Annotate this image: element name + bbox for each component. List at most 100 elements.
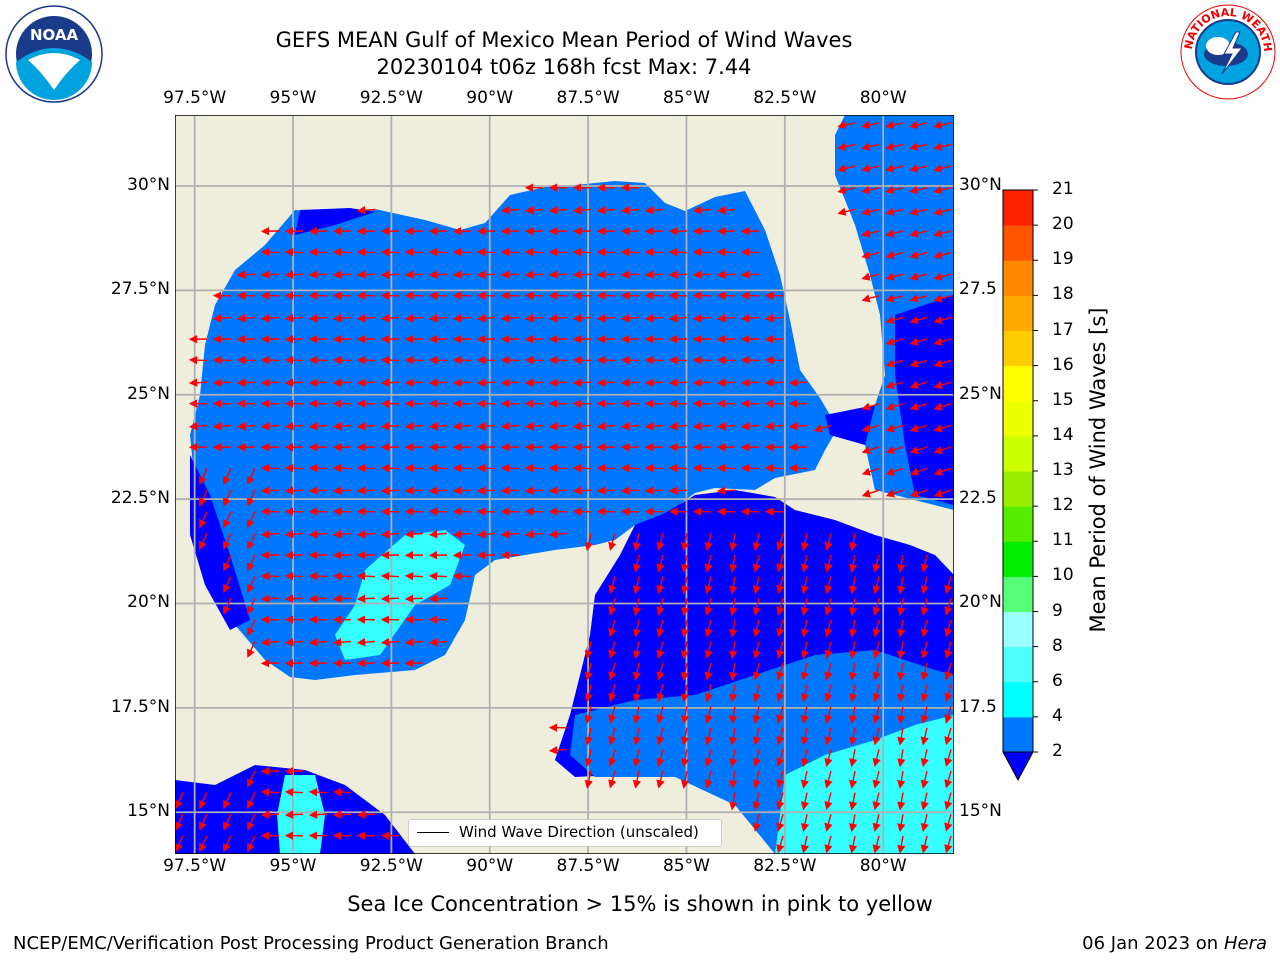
wave-direction-arrow: [572, 247, 592, 257]
wave-direction-arrow: [849, 770, 858, 789]
wave-direction-arrow: [608, 619, 617, 638]
wave-direction-arrow: [223, 792, 232, 810]
wave-direction-arrow: [933, 489, 952, 498]
wave-direction-arrow: [656, 554, 665, 573]
wave-direction-arrow: [824, 619, 833, 638]
title-line-1: GEFS MEAN Gulf of Mexico Mean Period of …: [275, 28, 853, 52]
wave-direction-arrow: [897, 662, 906, 681]
wave-direction-arrow: [188, 378, 208, 387]
wave-direction-arrow: [729, 706, 738, 725]
wave-direction-arrow: [933, 142, 952, 151]
noaa-logo-text: NOAA: [30, 26, 79, 44]
wave-direction-arrow: [885, 381, 904, 390]
wave-direction-arrow: [284, 313, 304, 323]
wave-direction-arrow: [849, 706, 858, 725]
wave-direction-arrow: [500, 205, 520, 215]
wave-direction-arrow: [885, 294, 904, 303]
footer-date-text: 06 Jan 2023 on: [1082, 933, 1224, 954]
wave-direction-arrow: [608, 684, 617, 703]
wave-direction-arrow: [524, 378, 544, 387]
wave-direction-arrow: [332, 637, 352, 647]
wave-direction-arrow: [572, 463, 592, 473]
wave-direction-arrow: [404, 571, 424, 581]
wave-direction-arrow: [861, 185, 880, 195]
wave-direction-arrow: [681, 554, 690, 573]
wave-direction-arrow: [752, 749, 761, 768]
lat-label-left: 20°N: [127, 592, 170, 613]
wave-direction-arrow: [692, 421, 712, 431]
wave-direction-arrow: [920, 770, 929, 789]
wave-direction-arrow: [284, 529, 304, 539]
wave-direction-arrow: [897, 727, 906, 746]
wave-direction-arrow: [909, 359, 928, 368]
wave-direction-arrow: [824, 662, 833, 681]
wave-direction-arrow: [824, 641, 833, 659]
wave-direction-arrow: [885, 446, 904, 455]
wave-direction-arrow: [872, 706, 881, 724]
lon-label-bottom: 85°W: [662, 856, 710, 876]
wave-direction-arrow: [861, 250, 880, 260]
wave-direction-arrow: [428, 594, 448, 603]
colorbar-tick-label: 10: [1052, 565, 1074, 586]
wave-direction-arrow: [885, 359, 904, 368]
wave-direction-arrow: [356, 637, 376, 647]
wave-direction-arrow: [716, 378, 736, 387]
wave-direction-arrow: [813, 424, 832, 433]
wave-direction-arrow: [332, 810, 352, 819]
wave-direction-arrow: [380, 355, 400, 365]
wave-direction-arrow: [776, 835, 785, 854]
wave-direction-arrow: [356, 270, 376, 279]
wave-direction-arrow: [824, 835, 833, 854]
wave-direction-arrow: [620, 313, 640, 323]
colorbar-title: Mean Period of Wind Waves [s]: [1086, 307, 1110, 633]
lat-label-left: 25°N: [127, 383, 170, 404]
wave-direction-arrow: [944, 598, 953, 616]
lon-label-top: 80°W: [859, 88, 907, 108]
wave-direction-arrow: [776, 619, 785, 638]
wave-direction-arrow: [729, 792, 738, 811]
wave-direction-arrow: [897, 770, 906, 789]
wave-direction-arrow: [824, 554, 833, 573]
lon-label-bottom: 80°W: [859, 856, 907, 876]
wave-direction-arrow: [885, 272, 904, 281]
wave-direction-arrow: [740, 247, 760, 257]
wave-direction-arrow: [308, 421, 328, 431]
wave-direction-arrow: [356, 810, 376, 819]
wave-direction-arrow: [584, 533, 593, 552]
wave-direction-arrow: [236, 270, 256, 279]
wave-direction-arrow: [704, 641, 713, 660]
wave-direction-arrow: [584, 727, 593, 746]
wave-direction-arrow: [404, 529, 424, 539]
legend-line-sample: [417, 832, 449, 833]
lon-label-top: 90°W: [466, 88, 514, 108]
wave-direction-arrow: [632, 662, 642, 681]
colorbar-segment: [1003, 225, 1033, 261]
wave-direction-arrow: [668, 313, 688, 323]
wave-direction-arrow: [800, 814, 810, 833]
colorbar-tick-label: 9: [1052, 600, 1063, 621]
wave-direction-arrow: [933, 359, 952, 368]
wave-direction-arrow: [872, 619, 881, 638]
wave-direction-arrow: [909, 381, 928, 390]
wave-direction-arrow: [933, 424, 952, 433]
wave-direction-arrow: [681, 619, 690, 638]
wave-direction-arrow: [524, 247, 544, 257]
wave-direction-arrow: [716, 247, 736, 257]
wave-direction-arrow: [933, 337, 952, 346]
colorbar-tick-label: 18: [1052, 284, 1074, 305]
wave-direction-arrow: [752, 619, 761, 638]
wave-direction-arrow: [681, 684, 690, 703]
wave-direction-arrow: [885, 120, 904, 130]
wave-direction-arrow: [800, 641, 810, 660]
wave-direction-arrow: [524, 486, 544, 495]
colorbar-segment: [1003, 190, 1033, 226]
wave-direction-arrow: [404, 486, 424, 495]
wave-direction-arrow: [380, 270, 400, 279]
wave-direction-arrow: [584, 706, 593, 724]
wave-direction-arrow: [548, 247, 568, 257]
wave-direction-arrow: [909, 120, 928, 130]
wave-direction-arrow: [897, 598, 906, 617]
gulf-water: [190, 181, 835, 680]
wave-direction-arrow: [872, 554, 881, 573]
wave-direction-arrow: [548, 745, 568, 755]
